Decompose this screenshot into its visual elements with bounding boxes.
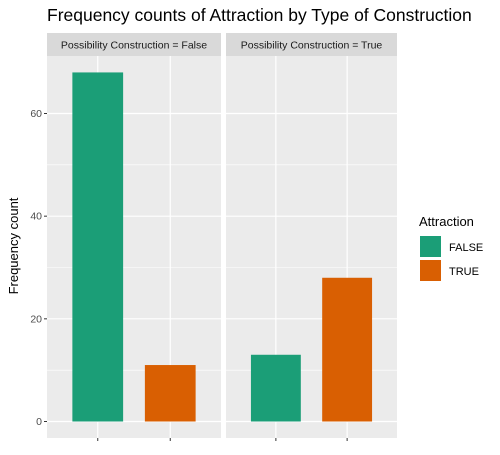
y-tick-label: 20 [30,313,42,325]
y-tick-label: 40 [30,211,42,223]
legend-key [420,260,441,281]
facet-strip [47,33,221,56]
y-axis-title: Frequency count [6,197,21,294]
bar [72,72,124,422]
chart-title: Frequency counts of Attraction by Type o… [47,5,472,25]
legend-title: Attraction [419,214,474,229]
facet-strip-label: Possibility Construction = True [241,40,383,52]
bar [144,365,196,422]
legend-key [420,236,441,257]
legend-label: FALSE [449,242,483,254]
y-axis: 0 20 40 60 [30,108,47,428]
facet-strip [226,33,397,56]
y-tick-label: 0 [36,416,42,428]
legend-label: TRUE [449,266,479,278]
facet-panel: Possibility Construction = True [226,33,397,441]
facet-panel: Possibility Construction = False [47,33,221,441]
bar [250,354,301,422]
facet-strip-label: Possibility Construction = False [61,40,207,52]
legend: Attraction FALSE TRUE [419,214,483,281]
facet-panels: Possibility Construction = False Possibil… [47,33,397,441]
y-tick-label: 60 [30,108,42,120]
bar [322,277,373,422]
